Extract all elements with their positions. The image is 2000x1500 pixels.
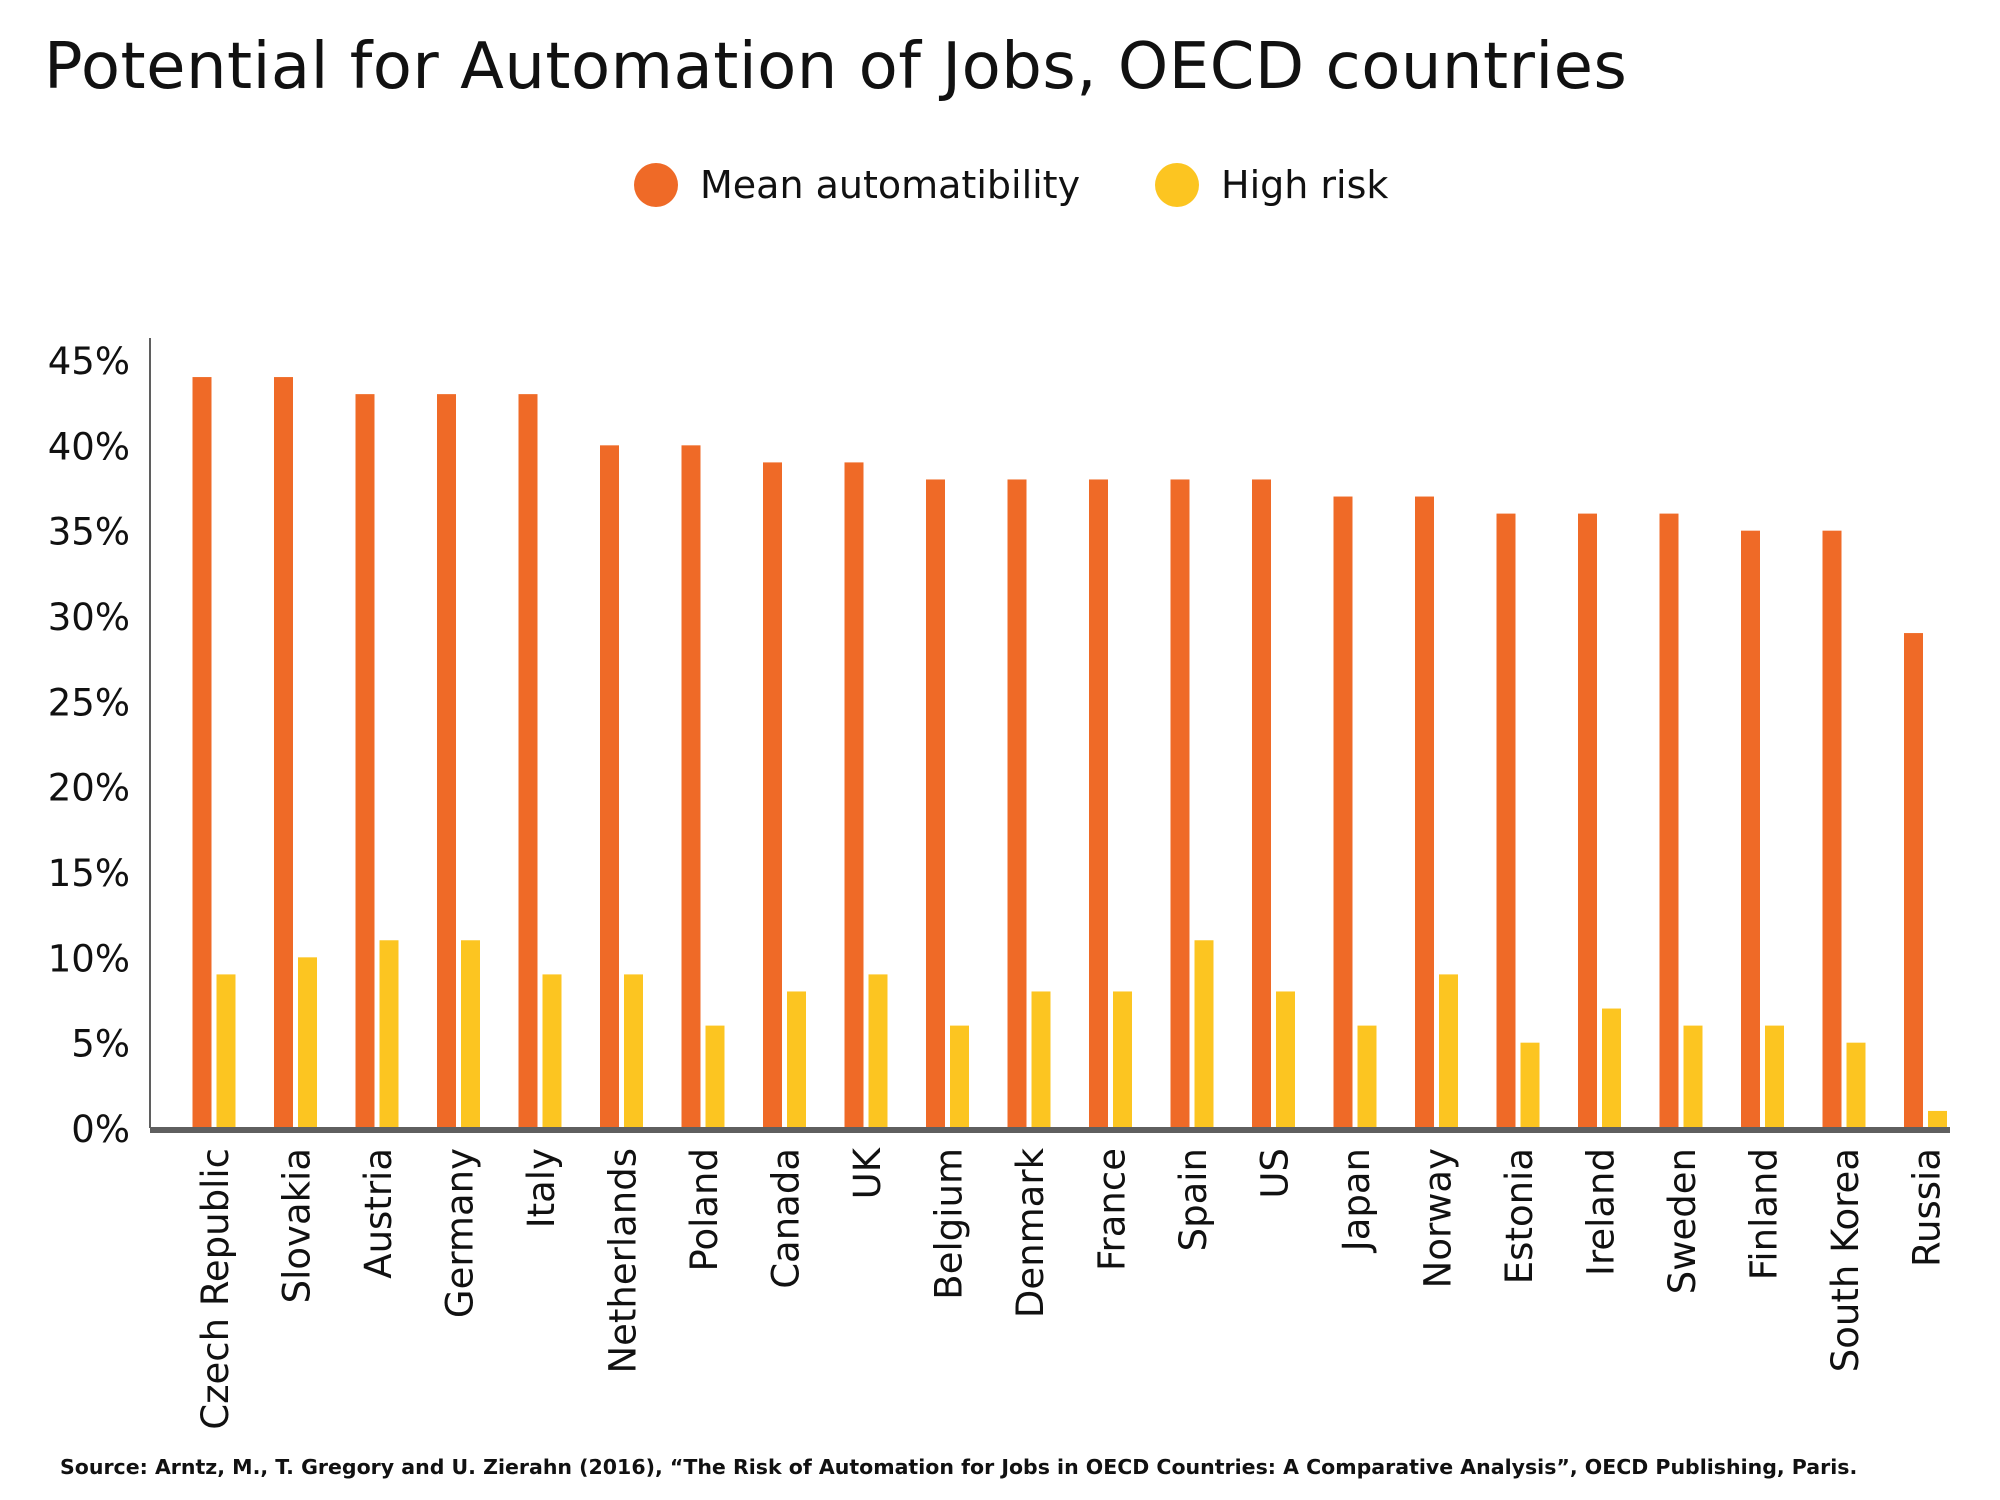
chart-title: Potential for Automation of Jobs, OECD c… [44,30,1628,104]
bar-mean-automatibility-japan [1333,496,1353,1128]
y-tick-label: 45% [48,340,130,383]
bar-mean-automatibility-sweden [1659,513,1679,1128]
legend-label-high-risk: High risk [1221,163,1389,207]
bar-mean-automatibility-finland [1741,530,1760,1128]
bar-mean-automatibility-estonia [1496,513,1516,1128]
bar-high-risk-germany [461,940,480,1128]
bar-high-risk-ireland [1602,1008,1621,1128]
x-tick-label-poland: Poland [683,1148,726,1272]
bar-mean-automatibility-germany [437,394,456,1129]
x-tick-label-ireland: Ireland [1580,1148,1623,1276]
x-tick-label-germany: Germany [439,1148,482,1318]
bar-high-risk-canada [787,991,806,1128]
bar-high-risk-belgium [950,1025,969,1128]
x-tick-label-south-korea: South Korea [1824,1148,1867,1372]
y-tick-label: 20% [48,767,130,810]
bar-mean-automatibility-belgium [926,479,945,1128]
bar-high-risk-finland [1765,1025,1784,1128]
bar-mean-automatibility-denmark [1007,479,1027,1128]
x-tick-label-italy: Italy [520,1148,563,1228]
y-tick-label: 10% [48,937,130,980]
x-tick-label-norway: Norway [1417,1148,1460,1288]
x-tick-label-netherlands: Netherlands [602,1148,645,1374]
bar-high-risk-france [1113,991,1132,1128]
x-tick-label-slovakia: Slovakia [276,1148,319,1303]
bar-high-risk-italy [542,974,562,1128]
bar-mean-automatibility-france [1089,479,1108,1128]
bar-mean-automatibility-russia [1904,633,1923,1128]
x-tick-label-czech-republic: Czech Republic [194,1148,237,1430]
bar-mean-automatibility-poland [681,445,701,1128]
legend-swatch-high-risk [1155,163,1199,207]
x-tick-label-france: France [1091,1148,1134,1271]
bar-high-risk-spain [1194,940,1214,1128]
x-tick-label-austria: Austria [357,1148,400,1279]
x-tick-label-belgium: Belgium [928,1148,971,1300]
legend-swatch-mean-automatibility [634,163,678,207]
bar-high-risk-south-korea [1846,1042,1866,1128]
bar-high-risk-poland [705,1025,725,1128]
bar-high-risk-czech-republic [216,974,236,1128]
x-tick-label-sweden: Sweden [1661,1148,1704,1294]
y-tick-label: 0% [71,1108,130,1151]
bar-high-risk-uk [868,974,888,1128]
bar-mean-automatibility-slovakia [274,377,293,1129]
y-tick-label: 15% [48,852,130,895]
bar-high-risk-norway [1439,974,1458,1128]
bar-mean-automatibility-czech-republic [192,377,212,1129]
y-tick-label: 40% [48,425,130,468]
bar-mean-automatibility-netherlands [600,445,619,1128]
bar-high-risk-denmark [1031,991,1051,1128]
legend-item-mean-automatibility: Mean automatibility [634,150,1080,220]
bar-high-risk-us [1276,991,1295,1128]
x-tick-label-estonia: Estonia [1498,1148,1541,1284]
bar-high-risk-austria [379,940,399,1128]
bar-mean-automatibility-us [1252,479,1271,1128]
x-tick-label-canada: Canada [765,1148,808,1289]
bar-mean-automatibility-south-korea [1822,530,1842,1128]
source-note: Source: Arntz, M., T. Gregory and U. Zie… [60,1455,1858,1479]
bar-mean-automatibility-spain [1170,479,1190,1128]
x-tick-label-spain: Spain [1172,1148,1215,1251]
x-tick-label-russia: Russia [1906,1148,1949,1267]
x-tick-label-finland: Finland [1743,1148,1786,1280]
y-tick-label: 25% [48,681,130,724]
chart-legend: Mean automatibility High risk [0,150,2000,220]
y-tick-label: 5% [71,1023,130,1066]
bar-mean-automatibility-uk [844,462,864,1128]
bar-high-risk-estonia [1520,1042,1540,1128]
bar-mean-automatibility-austria [355,394,375,1129]
legend-label-mean-automatibility: Mean automatibility [700,163,1081,207]
y-tick-label: 35% [48,511,130,554]
legend-item-high-risk: High risk [1155,150,1388,220]
y-tick-label: 30% [48,596,130,639]
bar-mean-automatibility-ireland [1578,513,1597,1128]
bar-mean-automatibility-norway [1415,496,1434,1128]
x-tick-label-japan: Japan [1335,1148,1378,1253]
bar-mean-automatibility-canada [763,462,782,1128]
bar-high-risk-japan [1357,1025,1377,1128]
x-tick-label-us: US [1254,1148,1297,1199]
x-tick-label-denmark: Denmark [1009,1147,1052,1318]
bar-high-risk-sweden [1683,1025,1703,1128]
x-tick-label-uk: UK [846,1146,889,1199]
bar-high-risk-slovakia [298,957,317,1128]
bar-high-risk-netherlands [624,974,643,1128]
bar-mean-automatibility-italy [518,394,538,1129]
bar-high-risk-russia [1928,1110,1947,1128]
